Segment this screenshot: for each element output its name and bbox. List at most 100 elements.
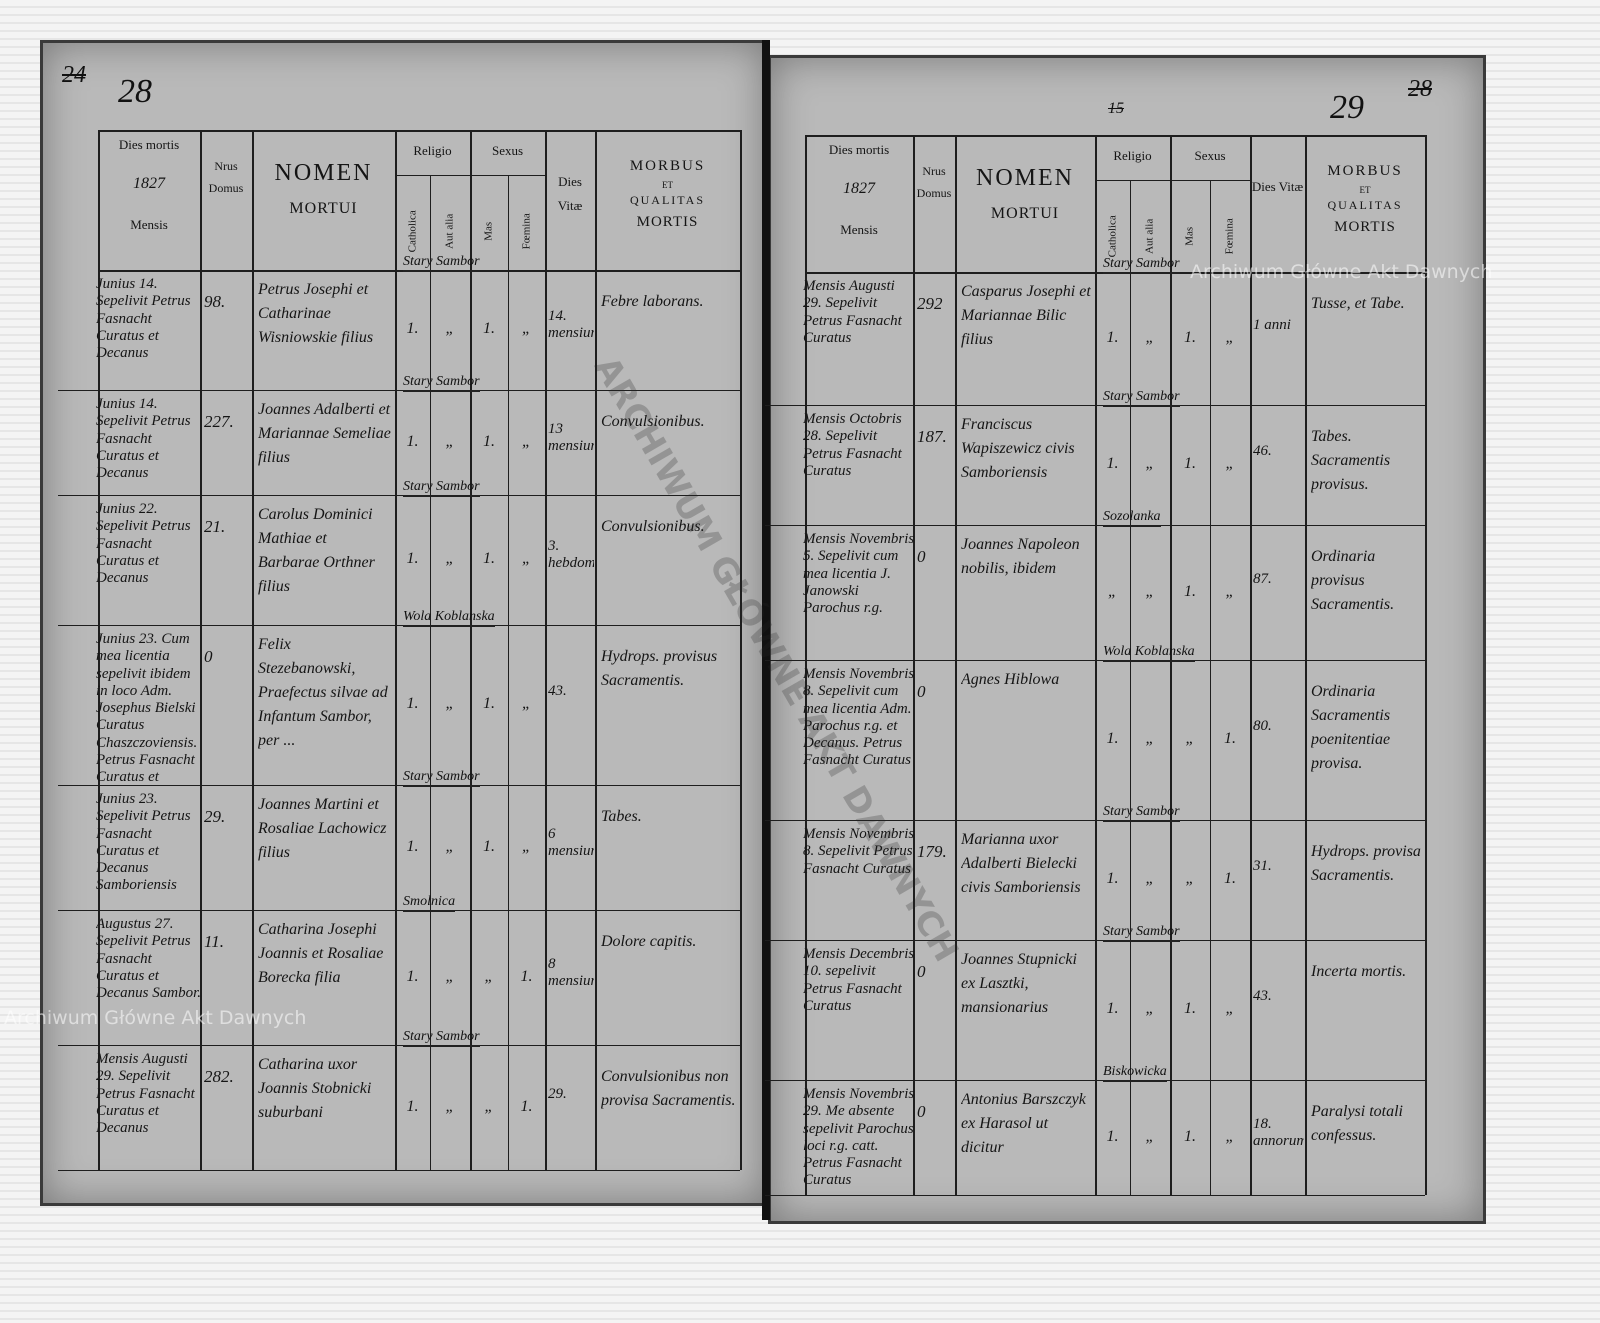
entry-dies-vitae: 3. hebdomadarum <box>548 538 594 572</box>
header-sexus: Sexus <box>491 143 524 158</box>
entry-mark: 1. <box>406 320 419 337</box>
header-foemina: Fœmina <box>1223 218 1236 255</box>
entry-domus: 0 <box>917 962 926 981</box>
entry-mark: 1. <box>1106 730 1119 747</box>
entry-dies-vitae: 80. <box>1253 718 1272 734</box>
entry-mark: „ <box>1225 328 1235 346</box>
entry-mark: 1. <box>483 550 495 567</box>
entry-nomen: Franciscus Wapiszewicz civis Samboriensi… <box>961 416 1075 481</box>
entry-mark: 1. <box>406 837 419 855</box>
entry-mark: „ <box>1145 1127 1155 1145</box>
entry-place: Smolnica <box>403 894 456 913</box>
entry-place: Stary Sambor <box>1103 924 1180 943</box>
entry-mark: 1. <box>520 967 533 985</box>
column-line <box>805 135 807 1195</box>
header-dies-vitae: Dies Vitæ <box>1251 179 1304 194</box>
entry-mark: 1. <box>406 967 419 985</box>
entry-mark: 1. <box>483 837 495 855</box>
rule-line <box>58 1045 740 1046</box>
page-number: 28 <box>118 73 152 110</box>
column-line <box>1170 135 1172 1195</box>
entry-morbus: Paralysi totali confessus. <box>1311 1103 1403 1144</box>
entry-nomen: Agnes Hiblowa <box>961 671 1060 688</box>
entry-mark: 1. <box>1106 328 1119 346</box>
header-mortis: MORTIS <box>1334 219 1396 235</box>
header-morbus: MORBUS <box>629 158 706 174</box>
header-et: ET <box>1359 185 1371 195</box>
entry-place: Stary Sambor <box>403 769 480 788</box>
entry-dies-vitae: 13 mensium <box>548 420 594 454</box>
header-nrus-domus: Nrus Domus <box>916 164 952 200</box>
column-line <box>1130 180 1131 1195</box>
rule-line <box>765 405 1425 406</box>
entry-place: Stary Sambor <box>1103 256 1180 275</box>
entry-date: Mensis Novembris 5. Sepelivit cum mea li… <box>803 531 915 616</box>
entry-mark: „ <box>484 967 494 985</box>
entry-domus: 187. <box>917 427 947 446</box>
entry-place: Stary Sambor <box>403 479 480 498</box>
entry-mark: „ <box>522 837 531 855</box>
column-line <box>545 130 547 1170</box>
entry-nomen: Joannes Adalberti et Mariannae Semeliae … <box>258 401 391 466</box>
header-mortis: MORTIS <box>636 214 699 230</box>
old-folio: 15 <box>1108 100 1124 117</box>
entry-date: Mensis Novembris 29. Me absente sepelivi… <box>803 1086 915 1189</box>
entry-mark: 1. <box>1106 1127 1119 1145</box>
header-religio: Religio <box>1113 148 1152 163</box>
entry-date: Augustus 27. Sepelivit Petrus Fasnacht C… <box>96 916 201 1001</box>
header-mas: Mas <box>1183 226 1196 246</box>
entry-dies-vitae: 43. <box>548 683 567 699</box>
rule-line <box>58 495 740 496</box>
header-mensis: Mensis <box>840 222 878 237</box>
entry-mark: 1. <box>483 695 495 712</box>
entry-mark: „ <box>445 837 455 855</box>
entry-place: Stary Sambor <box>403 1029 480 1048</box>
column-line <box>1210 180 1211 1195</box>
column-line <box>1095 135 1097 1195</box>
header-religio: Religio <box>413 143 452 158</box>
rule-line <box>805 135 1425 137</box>
entry-domus: 179. <box>917 842 947 861</box>
entry-dies-vitae: 8 mensium <box>548 955 594 989</box>
entry-mark: 1. <box>1184 455 1196 472</box>
entry-nomen: Felix Stezebanowski, Praefectus silvae a… <box>258 636 388 749</box>
entry-date: Junius 23. Cum mea licentia sepelivit ib… <box>96 631 198 781</box>
entry-mark: „ <box>522 550 531 567</box>
entry-morbus: Febre laborans. <box>601 293 704 310</box>
left-page-sheet <box>40 40 768 1206</box>
header-nomen: NOMEN <box>976 165 1074 191</box>
entry-mark: „ <box>522 695 531 712</box>
entry-mark: 1. <box>1106 455 1119 472</box>
entry-morbus: Incerta mortis. <box>1311 963 1407 980</box>
entry-morbus: Hydrops. provisus Sacramentis. <box>601 648 718 689</box>
entry-domus: 292 <box>917 294 943 313</box>
page-number: 29 <box>1330 89 1364 126</box>
entry-date: Mensis Novembris 8. Sepelivit cum mea li… <box>803 666 915 769</box>
entry-mark: 1. <box>406 432 419 450</box>
header-morbus: MORBUS <box>1327 163 1403 179</box>
entry-mark: „ <box>1225 582 1235 600</box>
header-nrus-domus: Nrus Domus <box>208 159 244 195</box>
entry-mark: „ <box>1225 1127 1235 1145</box>
entry-mark: „ <box>445 550 455 567</box>
right-page-sheet <box>768 55 1486 1224</box>
entry-mark: „ <box>522 320 531 337</box>
entry-date: Mensis Augusti 29. Sepelivit Petrus Fasn… <box>803 278 902 346</box>
entry-dies-vitae: 29. <box>548 1085 567 1102</box>
entry-dies-vitae: 6 mensium <box>548 825 594 859</box>
entry-nomen: Joannes Martini et Rosaliae Lachowicz fi… <box>258 796 387 861</box>
entry-domus: 29. <box>204 807 226 826</box>
entry-mark: „ <box>484 1097 494 1115</box>
column-line <box>252 130 254 1170</box>
entry-mark: 1. <box>1106 870 1119 887</box>
header-dies-vitae: Dies Vitæ <box>557 174 583 213</box>
entry-nomen: Catharina uxor Joannis Stobnicki suburba… <box>258 1056 372 1121</box>
entry-domus: 282. <box>204 1067 234 1086</box>
entry-domus: 0 <box>204 647 213 666</box>
header-year: 1827 <box>843 180 875 197</box>
entry-date: Mensis Octobris 28. Sepelivit Petrus Fas… <box>803 411 902 479</box>
header-qualitas: QUALITAS <box>1327 198 1403 212</box>
column-line <box>470 130 472 1170</box>
header-et: ET <box>662 180 673 190</box>
header-qualitas: QUALITAS <box>629 193 706 207</box>
